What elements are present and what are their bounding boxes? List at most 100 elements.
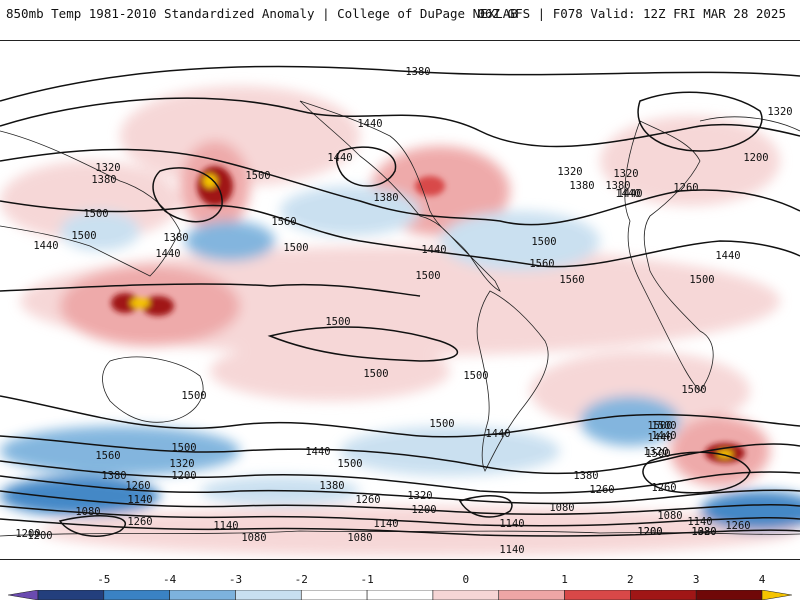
contour-label: 1500 [651,420,676,432]
contour-label: 1440 [651,430,676,442]
contour-label: 1380 [91,174,116,186]
contour-label: 1500 [71,230,96,242]
colorbar-tick-label: -2 [294,573,308,586]
colorbar-tick-label: -3 [228,573,243,586]
contour-label: 1200 [171,470,196,482]
cold-anomaly-asia [60,211,140,251]
cold-anomaly-southern-5 [700,491,800,531]
contour-label: 1260 [127,516,152,528]
contour-1500-north [0,148,800,226]
coast-asia [0,116,800,277]
contour-1380-north [0,65,800,102]
contour-label: 1320 [407,490,432,502]
model-run-info: 06Z GFS | F078 Valid: 12Z FRI MAR 28 202… [477,6,786,21]
world-map: 1380 1440 1320 1320 1380 1440 1500 1320 1380 1440… [0,40,800,560]
contour-low-north-pacific [152,167,223,223]
contour-label: 1500 [283,242,308,254]
cold-anomaly-central-pacific [185,221,275,261]
colorbar-segment [235,590,302,600]
contour-label: 1200 [637,526,662,538]
coast-south-america [476,290,549,472]
contour-label: 1320 [95,162,120,174]
contour-label: 1500 [645,448,670,460]
hot-spot-kamchatka-core [203,174,217,188]
colorbar-segment [630,590,697,600]
warm-anomaly-east-asia [0,161,180,241]
colorbar-segment [300,590,368,600]
contour-1500-tropics [0,283,459,362]
contour-label: 1080 [75,506,100,518]
cold-anomaly-north-pacific [280,186,420,236]
colorbar-max-arrow [761,590,792,600]
contour-label: 1320 [643,446,668,458]
contour-label: 1200 [637,526,662,538]
contour-high-europe [637,91,763,152]
contour-label: 1440 [357,118,382,130]
hot-spot-maritime-2 [142,296,174,316]
contour-label: 1500 [429,418,454,430]
coast-north-america [299,100,501,292]
contour-label: 1380 [405,66,430,78]
colorbar-tick-label: -1 [360,573,374,586]
contour-label: 1440 [421,244,446,256]
contour-label: 1140 [127,494,152,506]
contour-label: 1440 [327,152,352,164]
contour-label: 1080 [657,510,682,522]
contour-label: 1140 [213,520,238,532]
colorbar-tick-label: 1 [561,573,568,586]
colorbar-segment [498,590,565,600]
contour-label: 1380 [101,470,126,482]
contour-label: 1440 [647,432,672,444]
contour-label: 1140 [499,544,524,556]
contour-label: 1560 [271,216,296,228]
contour-label: 1200 [27,530,52,542]
hot-spot-maritime-1 [111,293,139,313]
colorbar-segment [695,590,763,600]
contour-label: 1560 [559,274,584,286]
contour-1500-south [0,395,800,438]
contour-label: 1440 [617,188,642,200]
contour-label: 1440 [715,250,740,262]
contour-label: 1320 [691,526,716,538]
contour-label: 1440 [305,446,330,458]
contour-label: 1500 [181,390,206,402]
contour-label: 1560 [529,258,554,270]
contour-label: 1380 [373,192,398,204]
contour-1560-north [0,200,800,268]
contour-label: 1440 [485,428,510,440]
anomaly-shading [0,86,800,556]
contour-label: 1080 [691,526,716,538]
contour-label: 1320 [557,166,582,178]
height-contours [0,65,800,537]
contour-label: 1080 [347,532,372,544]
contour-label: 1500 [83,208,108,220]
contour-1260-south [0,490,800,515]
contour-label: 1380 [569,180,594,192]
coast-antarctica [0,530,800,537]
warm-anomaly-europe [600,116,780,206]
colorbar-segment [169,590,236,600]
contour-label: 1080 [549,502,574,514]
colorbar-segment [103,590,170,600]
colorbar-tick-label: -5 [97,573,111,586]
colorbar-tick-label: 4 [758,573,766,586]
coast-australia [102,356,204,423]
contour-label: 1140 [687,516,712,528]
hot-spot-america [415,176,445,196]
contour-label: 1200 [411,504,436,516]
warm-anomaly-south-pacific [210,341,450,401]
contour-label: 1260 [355,494,380,506]
map-title: 850mb Temp 1981-2010 Standardized Anomal… [6,6,518,21]
colorbar-segment [432,590,500,600]
contour-label: 1320 [169,458,194,470]
colorbar-segment [37,590,105,600]
hot-spot-kamchatka [197,166,233,206]
contour-label: 1440 [615,188,640,200]
contour-1200-south [0,505,800,527]
colorbar-tick-label: 3 [692,573,700,586]
colorbar-tick-label: 0 [462,573,470,586]
cold-anomaly-atlantic [440,211,600,271]
contour-label: 1560 [95,450,120,462]
contour-label: 1080 [241,532,266,544]
